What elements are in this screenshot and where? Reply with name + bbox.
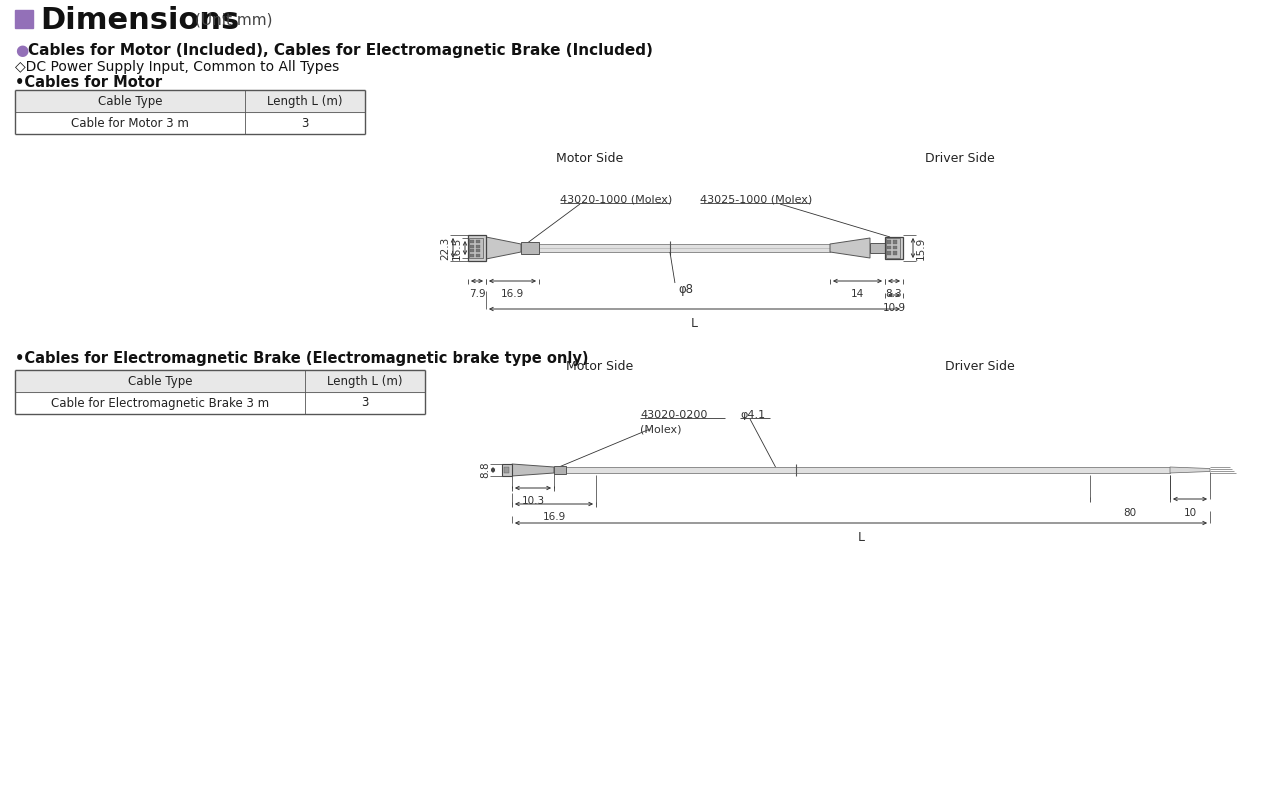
Text: Motor Side: Motor Side: [566, 359, 634, 373]
Text: 16.9: 16.9: [500, 289, 524, 299]
Text: 43020-0200: 43020-0200: [640, 410, 708, 420]
Text: •Cables for Electromagnetic Brake (Electromagnetic brake type only): •Cables for Electromagnetic Brake (Elect…: [15, 351, 589, 366]
Bar: [887, 240, 891, 243]
Bar: [521, 242, 539, 254]
Text: Motor Side: Motor Side: [557, 152, 623, 165]
Bar: [870, 243, 884, 253]
Text: Cable for Electromagnetic Brake 3 m: Cable for Electromagnetic Brake 3 m: [51, 397, 269, 409]
Text: Cable Type: Cable Type: [128, 374, 192, 387]
Bar: [476, 249, 480, 252]
Bar: [886, 238, 900, 258]
Text: (Unit mm): (Unit mm): [195, 13, 273, 28]
Bar: [539, 244, 829, 252]
Bar: [468, 235, 486, 261]
Text: Cables for Motor (Included), Cables for Electromagnetic Brake (Included): Cables for Motor (Included), Cables for …: [28, 42, 653, 57]
Text: 43020-1000 (Molex): 43020-1000 (Molex): [561, 195, 672, 205]
Text: 10.9: 10.9: [882, 303, 905, 313]
Bar: [554, 466, 566, 474]
Bar: [476, 254, 480, 257]
Bar: [887, 251, 891, 254]
Text: L: L: [691, 317, 698, 330]
Text: Dimensions: Dimensions: [40, 6, 239, 34]
Text: 3: 3: [361, 397, 369, 409]
Bar: [15, 370, 425, 392]
Bar: [893, 251, 897, 254]
Polygon shape: [829, 238, 870, 258]
Polygon shape: [1170, 467, 1210, 473]
Text: Cable for Motor 3 m: Cable for Motor 3 m: [72, 117, 189, 130]
Bar: [893, 246, 897, 249]
Text: 3: 3: [301, 117, 308, 130]
Bar: [504, 467, 509, 473]
Bar: [468, 238, 483, 258]
Polygon shape: [512, 464, 554, 476]
Text: (Molex): (Molex): [640, 424, 681, 434]
Bar: [887, 246, 891, 249]
Text: 43025-1000 (Molex): 43025-1000 (Molex): [700, 195, 813, 205]
Bar: [566, 467, 1170, 473]
Text: 16.5: 16.5: [452, 236, 462, 260]
Text: ●: ●: [15, 42, 28, 57]
Text: 10: 10: [1184, 508, 1197, 518]
Text: Driver Side: Driver Side: [925, 152, 995, 165]
Text: φ8: φ8: [678, 283, 692, 296]
Text: 80: 80: [1124, 508, 1137, 518]
Bar: [884, 237, 902, 259]
Bar: [470, 254, 474, 257]
Text: ◇DC Power Supply Input, Common to All Types: ◇DC Power Supply Input, Common to All Ty…: [15, 60, 339, 74]
Text: 15.9: 15.9: [916, 236, 925, 260]
Text: 7.9: 7.9: [468, 289, 485, 299]
Text: Length L (m): Length L (m): [328, 374, 403, 387]
Text: 10.3: 10.3: [521, 496, 544, 506]
Text: 8.3: 8.3: [886, 289, 902, 299]
Bar: [502, 464, 512, 476]
Bar: [893, 240, 897, 243]
Bar: [476, 240, 480, 243]
Text: L: L: [858, 531, 864, 544]
Bar: [15, 10, 33, 28]
Text: φ4.1: φ4.1: [740, 410, 765, 420]
Text: Length L (m): Length L (m): [268, 95, 343, 107]
Text: 8.8: 8.8: [480, 462, 490, 479]
Text: 16.9: 16.9: [543, 512, 566, 522]
Text: 22.3: 22.3: [440, 236, 451, 260]
Text: •Cables for Motor: •Cables for Motor: [15, 75, 163, 90]
Polygon shape: [486, 237, 521, 259]
Text: 14: 14: [851, 289, 864, 299]
Bar: [476, 245, 480, 247]
Bar: [470, 245, 474, 247]
Text: Cable Type: Cable Type: [97, 95, 163, 107]
Bar: [470, 249, 474, 252]
Text: Driver Side: Driver Side: [945, 359, 1015, 373]
Bar: [470, 240, 474, 243]
Bar: [15, 90, 365, 112]
